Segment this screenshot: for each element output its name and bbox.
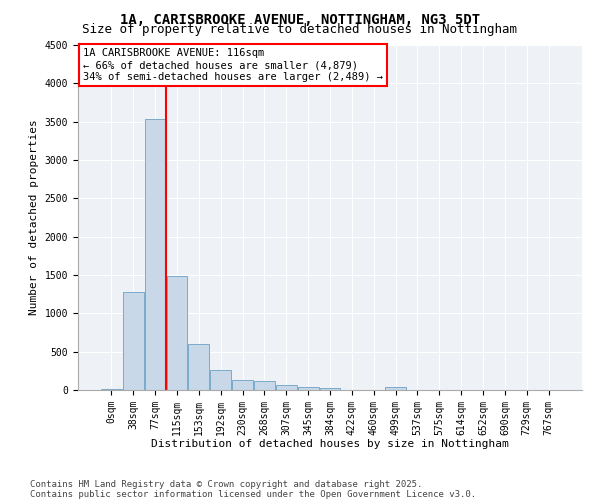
Text: Size of property relative to detached houses in Nottingham: Size of property relative to detached ho… xyxy=(83,22,517,36)
Bar xyxy=(123,292,143,390)
Text: 1A CARISBROOKE AVENUE: 116sqm
← 66% of detached houses are smaller (4,879)
34% o: 1A CARISBROOKE AVENUE: 116sqm ← 66% of d… xyxy=(83,48,383,82)
Text: 1A, CARISBROOKE AVENUE, NOTTINGHAM, NG3 5DT: 1A, CARISBROOKE AVENUE, NOTTINGHAM, NG3 … xyxy=(120,12,480,26)
Bar xyxy=(276,385,296,390)
Bar xyxy=(254,381,275,390)
Bar xyxy=(188,344,209,390)
Bar xyxy=(385,387,406,390)
Bar xyxy=(320,388,340,390)
Bar xyxy=(232,380,253,390)
Bar xyxy=(101,389,122,390)
X-axis label: Distribution of detached houses by size in Nottingham: Distribution of detached houses by size … xyxy=(151,439,509,449)
Bar xyxy=(210,370,231,390)
Y-axis label: Number of detached properties: Number of detached properties xyxy=(29,120,39,316)
Bar xyxy=(145,120,166,390)
Bar xyxy=(298,388,319,390)
Text: Contains HM Land Registry data © Crown copyright and database right 2025.
Contai: Contains HM Land Registry data © Crown c… xyxy=(30,480,476,499)
Bar xyxy=(167,276,187,390)
